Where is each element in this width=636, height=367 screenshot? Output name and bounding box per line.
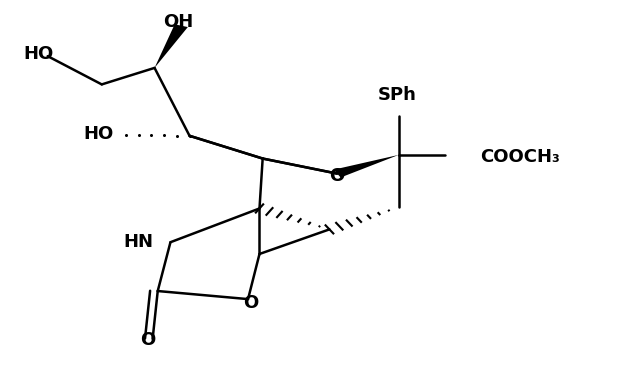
Text: HN: HN <box>123 233 154 251</box>
Text: O: O <box>329 167 345 185</box>
Text: O: O <box>244 294 259 312</box>
Text: HO: HO <box>83 125 114 143</box>
Text: O: O <box>140 331 155 349</box>
Text: COOCH₃: COOCH₃ <box>480 148 560 166</box>
Polygon shape <box>155 24 188 68</box>
Text: HO: HO <box>23 45 53 63</box>
Polygon shape <box>333 155 399 178</box>
Text: OH: OH <box>163 13 193 31</box>
Text: SPh: SPh <box>378 86 417 105</box>
